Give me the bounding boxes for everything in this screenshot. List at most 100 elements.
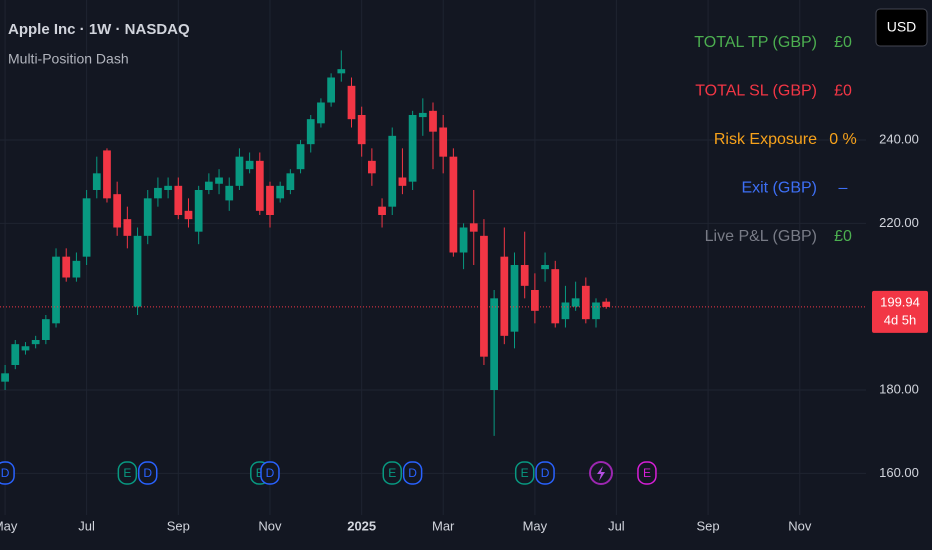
event-label: D bbox=[1, 466, 10, 480]
event-badge bbox=[117, 461, 138, 485]
candle-body bbox=[357, 115, 366, 145]
candle-body bbox=[469, 223, 478, 232]
y-tick-label: 240.00 bbox=[879, 131, 919, 146]
event-label: D bbox=[541, 466, 550, 480]
candle-body bbox=[245, 160, 254, 170]
panel-value: £0 bbox=[834, 34, 852, 51]
event-label: E bbox=[123, 466, 131, 480]
candle-body bbox=[266, 185, 274, 215]
candle-body bbox=[204, 181, 213, 190]
event-badge bbox=[535, 461, 555, 485]
candle-body bbox=[347, 85, 356, 120]
candle-body bbox=[581, 285, 590, 320]
y-tick-label: 160.00 bbox=[879, 465, 919, 480]
candle-body bbox=[103, 150, 111, 199]
candle-body bbox=[164, 185, 172, 190]
event-icon: E bbox=[382, 461, 402, 485]
candle-body bbox=[194, 190, 203, 232]
y-tick-label: 180.00 bbox=[879, 381, 919, 396]
candle-body bbox=[317, 102, 325, 124]
candle-body bbox=[571, 298, 580, 307]
candle-body bbox=[449, 156, 458, 253]
event-icon: E bbox=[514, 461, 535, 485]
x-tick-label: Jul bbox=[78, 518, 95, 533]
candle-body bbox=[31, 340, 40, 345]
event-badge bbox=[137, 461, 158, 485]
candle-body bbox=[184, 210, 193, 220]
candle-body bbox=[92, 173, 101, 190]
panel-value: 0 % bbox=[829, 131, 857, 148]
event-badge bbox=[402, 461, 423, 485]
x-tick-label: Nov bbox=[788, 518, 812, 533]
event-badge bbox=[382, 461, 402, 485]
candle-body bbox=[439, 127, 448, 157]
candle-body bbox=[1, 373, 9, 382]
candle-body bbox=[429, 110, 437, 132]
candle-body bbox=[551, 269, 560, 324]
currency-label[interactable]: USD bbox=[887, 19, 917, 35]
panel-value: £0 bbox=[834, 83, 852, 100]
event-label: E bbox=[521, 466, 529, 480]
event-icon: D bbox=[260, 461, 280, 485]
candle-body bbox=[225, 185, 234, 201]
panel-value: £0 bbox=[834, 228, 852, 245]
event-label: D bbox=[266, 466, 275, 480]
event-badge bbox=[260, 461, 280, 485]
candle-body bbox=[561, 302, 570, 320]
candle-body bbox=[531, 290, 539, 311]
candle-body bbox=[123, 219, 132, 236]
panel-label: TOTAL SL (GBP) bbox=[695, 83, 817, 100]
candle-body bbox=[52, 256, 60, 324]
candle-body bbox=[286, 173, 295, 190]
candle-body bbox=[490, 298, 499, 390]
currency-button[interactable] bbox=[875, 8, 928, 47]
last-price-label: 199.94 bbox=[880, 294, 920, 309]
candle-body bbox=[133, 235, 142, 307]
event-label: E bbox=[388, 466, 396, 480]
candle-body bbox=[306, 119, 315, 145]
candle-body bbox=[82, 198, 91, 257]
candle-body bbox=[72, 260, 81, 278]
event-icon: E bbox=[117, 461, 138, 485]
panel-label: Risk Exposure bbox=[714, 131, 817, 148]
candle-body bbox=[408, 115, 417, 182]
x-tick-label: May bbox=[523, 518, 548, 533]
candle-body bbox=[113, 194, 122, 228]
panel-label: Live P&L (GBP) bbox=[705, 228, 817, 245]
candle-body bbox=[143, 198, 152, 236]
lightning-icon bbox=[589, 461, 613, 485]
event-icon: D bbox=[402, 461, 423, 485]
event-badge bbox=[637, 461, 657, 485]
countdown-label: 4d 5h bbox=[884, 312, 917, 327]
last-price-box bbox=[872, 290, 928, 333]
candle-body bbox=[602, 301, 611, 307]
event-label: E bbox=[643, 466, 651, 480]
event-icon: E bbox=[637, 461, 657, 485]
panel-value: – bbox=[839, 180, 848, 197]
candle-body bbox=[520, 265, 529, 286]
candle-body bbox=[215, 177, 223, 184]
candle-body bbox=[296, 144, 305, 170]
candle-body bbox=[388, 135, 397, 207]
candle-body bbox=[459, 227, 468, 253]
candle-body bbox=[11, 344, 20, 365]
y-tick-label: 220.00 bbox=[879, 215, 919, 230]
candle-body bbox=[418, 112, 427, 118]
panel-label: TOTAL TP (GBP) bbox=[694, 34, 817, 51]
event-label: E bbox=[256, 466, 264, 480]
x-tick-label: May bbox=[0, 518, 18, 533]
event-label: D bbox=[408, 466, 417, 480]
candle-body bbox=[62, 256, 71, 278]
x-tick-label: Nov bbox=[258, 518, 282, 533]
event-label: D bbox=[143, 466, 152, 480]
chart-subtitle: Multi-Position Dash bbox=[8, 51, 129, 67]
candle-body bbox=[327, 77, 335, 103]
event-badge bbox=[514, 461, 535, 485]
candle-body bbox=[154, 187, 162, 199]
x-tick-label: Mar bbox=[432, 518, 455, 533]
candles bbox=[1, 50, 611, 436]
panel-label: Exit (GBP) bbox=[741, 180, 817, 197]
event-icon: D bbox=[535, 461, 555, 485]
